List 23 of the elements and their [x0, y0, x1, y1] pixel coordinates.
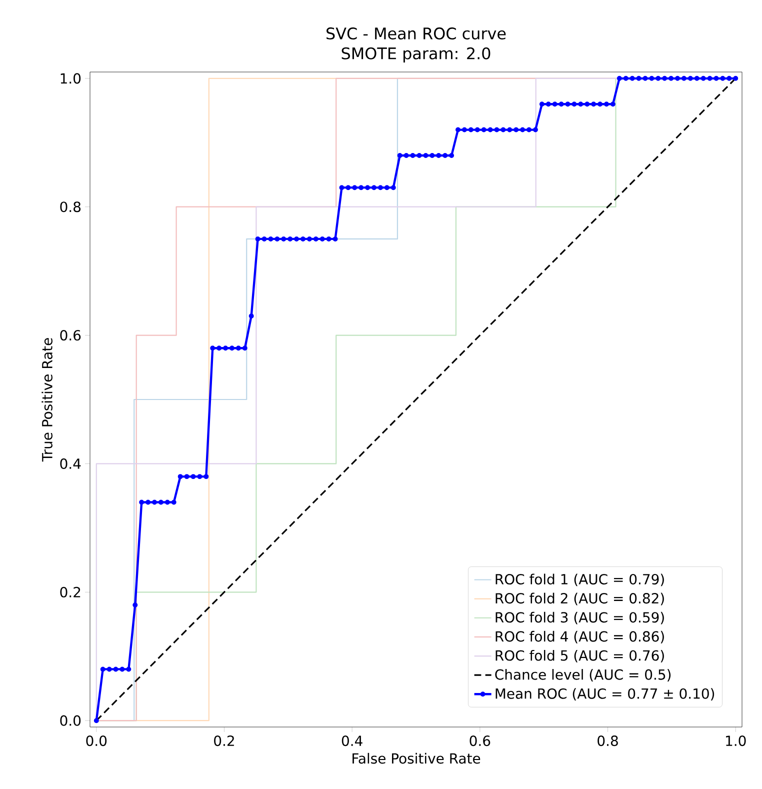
- y-tick-label: 0.6: [60, 330, 81, 341]
- x-tick-label: 0.8: [598, 736, 618, 746]
- y-tick-label: 0.2: [60, 586, 80, 598]
- y-axis-title: True Positive Rate: [42, 338, 52, 462]
- legend-label: ROC fold 1 (AUC = 0.79): [496, 574, 664, 586]
- x-tick-label: 1.0: [726, 736, 746, 746]
- x-tick-label: 0.4: [342, 736, 362, 746]
- y-tick-label: 0.4: [60, 458, 81, 469]
- x-axis-title: False Positive Rate: [352, 752, 480, 764]
- legend-label: ROC fold 5 (AUC = 0.76): [496, 650, 664, 662]
- y-tick-label: 0.0: [60, 715, 81, 726]
- y-tick-label: 0.8: [60, 202, 81, 212]
- legend-label: Chance level (AUC = 0.5): [495, 669, 671, 682]
- chart-title: SVC - Mean ROC curve: [326, 27, 506, 40]
- legend-label: Mean ROC (AUC = 0.77 ± 0.10): [496, 688, 714, 701]
- chart-subtitle: SMOTE param: 2.0: [342, 47, 490, 62]
- x-tick-label: 0.0: [86, 736, 107, 746]
- x-tick-label: 0.6: [470, 736, 490, 746]
- y-tick-label: 1.0: [60, 73, 81, 84]
- legend-label: ROC fold 3 (AUC = 0.59): [496, 612, 664, 624]
- x-tick-label: 0.2: [214, 736, 234, 746]
- legend-label: ROC fold 2 (AUC = 0.82): [496, 592, 664, 606]
- legend-label: ROC fold 4 (AUC = 0.86): [496, 630, 664, 644]
